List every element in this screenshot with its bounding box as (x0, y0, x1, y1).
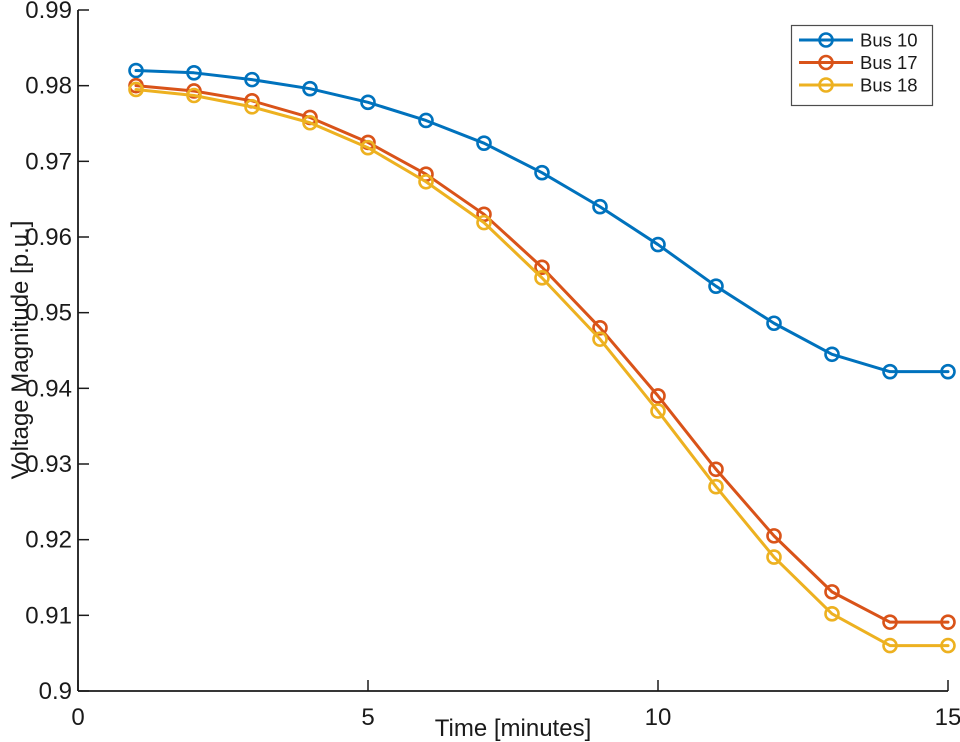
legend-marker-sample (818, 54, 834, 71)
legend-label: Bus 17 (860, 52, 918, 73)
y-tick-label-0.97: 0.97 (25, 148, 72, 175)
data-point-marker (534, 164, 550, 181)
data-point-marker (534, 259, 550, 276)
data-point-marker (650, 388, 666, 404)
y-tick-label-0.95: 0.95 (25, 300, 72, 327)
data-point-marker (824, 346, 840, 363)
y-tick-label-0.94: 0.94 (25, 375, 72, 402)
data-point-marker (186, 87, 202, 104)
data-point-marker (128, 81, 144, 98)
data-point-marker (940, 363, 956, 380)
y-tick-label-0.93: 0.93 (25, 451, 72, 478)
data-point-marker (186, 65, 202, 81)
data-point-marker (824, 584, 840, 600)
y-tick-label-0.9: 0.9 (39, 678, 72, 705)
data-point-marker (534, 270, 550, 286)
x-tick-label-10: 10 (645, 704, 672, 731)
legend-marker-sample (818, 77, 834, 93)
data-point-marker (592, 331, 608, 347)
data-point-marker (592, 319, 608, 336)
data-point-marker (244, 71, 260, 88)
y-tick-label-0.98: 0.98 (25, 73, 72, 100)
legend-entry-bus-10: Bus 10 (799, 30, 918, 51)
legend-label: Bus 10 (860, 30, 918, 51)
data-point-marker (418, 173, 434, 190)
series-bus-18 (128, 81, 956, 654)
series-line-bus-17 (134, 84, 950, 624)
x-tick-label-15: 15 (935, 704, 960, 731)
data-point-marker (708, 278, 724, 294)
data-point-marker (302, 80, 318, 97)
legend-entry-bus-17: Bus 17 (799, 52, 918, 73)
data-point-marker (882, 363, 898, 380)
y-tick-label-0.92: 0.92 (25, 527, 72, 554)
legend-entry-bus-18: Bus 18 (799, 75, 918, 96)
data-point-marker (766, 315, 782, 332)
data-point-marker (244, 99, 260, 115)
data-point-marker (708, 461, 724, 478)
data-point-marker (476, 135, 492, 151)
y-tick-label-0.91: 0.91 (25, 602, 72, 629)
data-point-marker (766, 528, 782, 544)
series-bus-17 (128, 77, 956, 630)
data-point-marker (476, 214, 492, 231)
data-point-marker (650, 236, 666, 253)
data-point-marker (766, 549, 782, 565)
x-tick-label-0: 0 (71, 704, 84, 731)
data-point-marker (824, 606, 840, 622)
series-line-bus-10 (134, 69, 950, 374)
y-tick-label-0.99: 0.99 (25, 0, 72, 24)
data-point-marker (650, 403, 666, 419)
data-point-marker (592, 198, 608, 215)
data-point-marker (940, 614, 956, 630)
data-point-marker (360, 139, 376, 156)
x-axis-label: Time [minutes] (434, 715, 592, 742)
data-point-marker (360, 94, 376, 111)
y-tick-label-0.96: 0.96 (25, 224, 72, 251)
data-point-marker (302, 114, 318, 131)
data-point-marker (882, 614, 898, 630)
y-axis-label: Voltage Magnitude [p.u.] (7, 220, 34, 480)
data-point-marker (128, 62, 144, 79)
data-point-marker (940, 637, 956, 654)
data-point-marker (882, 637, 898, 654)
data-point-marker (418, 112, 434, 129)
x-tick-label-5: 5 (361, 704, 374, 731)
legend-label: Bus 18 (860, 75, 918, 96)
series-line-bus-18 (134, 87, 950, 648)
series-bus-10 (128, 62, 956, 380)
data-point-marker (186, 83, 202, 99)
legend-marker-sample (818, 32, 834, 48)
data-point-marker (708, 478, 724, 495)
